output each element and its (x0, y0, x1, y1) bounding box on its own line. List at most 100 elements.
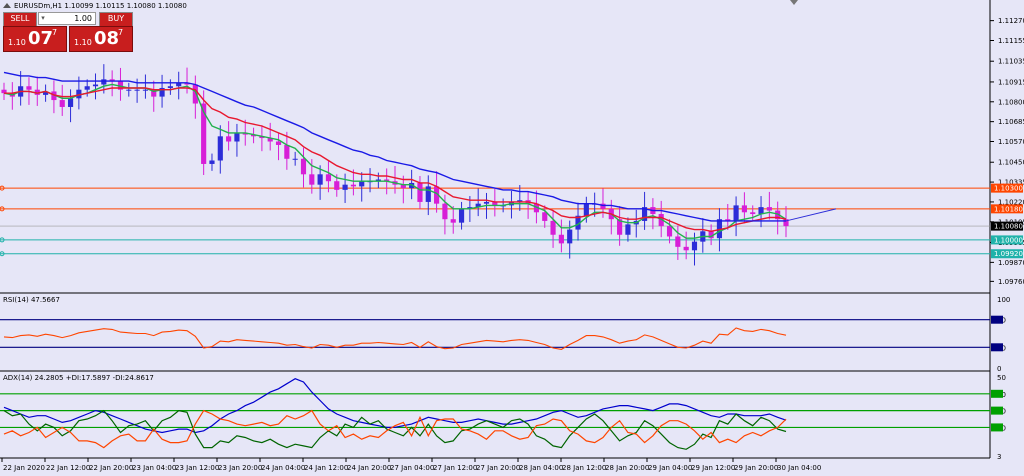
candle-body[interactable] (417, 182, 423, 202)
candle-body[interactable] (292, 158, 298, 160)
candle-body[interactable] (126, 89, 132, 91)
shift-marker-icon[interactable] (790, 0, 798, 5)
level-anchor-icon[interactable] (0, 185, 5, 191)
candle-body[interactable] (600, 203, 606, 209)
candle-body[interactable] (192, 84, 198, 104)
candle-body[interactable] (733, 205, 739, 221)
candle-body[interactable] (342, 184, 348, 190)
buy-price-box[interactable]: 1.10 08 7 (69, 26, 133, 52)
candle-body[interactable] (617, 219, 623, 235)
candle-body[interactable] (442, 203, 448, 220)
adx-minus-di-line[interactable] (3, 409, 787, 449)
candle-body[interactable] (1, 89, 7, 94)
candle-body[interactable] (783, 219, 789, 227)
candle-body[interactable] (775, 210, 781, 220)
candle-body[interactable] (275, 141, 282, 145)
candle-body[interactable] (766, 207, 772, 211)
candle-body[interactable] (458, 208, 465, 223)
candle-body[interactable] (134, 89, 140, 91)
candle-body[interactable] (675, 236, 681, 247)
lot-size-input[interactable] (38, 12, 96, 25)
candle-body[interactable] (267, 138, 273, 142)
level-anchor-icon[interactable] (0, 206, 5, 212)
candle-body[interactable] (558, 234, 564, 244)
candle-body[interactable] (475, 203, 481, 208)
candle-body[interactable] (708, 231, 714, 239)
candle-body[interactable] (167, 86, 173, 88)
candle-body[interactable] (101, 79, 107, 85)
candle-body[interactable] (533, 203, 540, 213)
candle-body[interactable] (575, 215, 581, 230)
candle-body[interactable] (334, 181, 340, 190)
candle-body[interactable] (741, 205, 747, 213)
candle-body[interactable] (716, 219, 723, 239)
adx-plus-di-line[interactable] (3, 409, 787, 450)
lot-dropdown-icon[interactable]: ▾ (41, 14, 45, 22)
sell-price-box[interactable]: 1.10 07 7 (3, 26, 67, 52)
collapse-arrow-icon[interactable] (3, 3, 11, 8)
candle-body[interactable] (434, 186, 440, 204)
candle-body[interactable] (467, 207, 473, 209)
candle-body[interactable] (758, 207, 764, 215)
candle-body[interactable] (117, 81, 124, 90)
candle-body[interactable] (209, 160, 215, 164)
candle-body[interactable] (425, 186, 431, 202)
candle-body[interactable] (250, 134, 257, 137)
candle-body[interactable] (51, 91, 57, 101)
candle-body[interactable] (567, 229, 573, 244)
candle-body[interactable] (375, 179, 381, 182)
moving-average-slow[interactable] (3, 71, 786, 222)
candle-body[interactable] (517, 200, 523, 202)
candle-body[interactable] (234, 132, 240, 142)
trend-projection-line[interactable] (785, 208, 837, 222)
level-anchor-icon[interactable] (0, 237, 5, 243)
candle-body[interactable] (284, 144, 290, 159)
candle-body[interactable] (483, 201, 490, 204)
candle-body[interactable] (384, 179, 390, 182)
candle-body[interactable] (450, 219, 456, 223)
candle-body[interactable] (666, 226, 673, 237)
candle-body[interactable] (317, 174, 323, 185)
candle-body[interactable] (492, 201, 498, 206)
candle-body[interactable] (750, 212, 756, 215)
candle-body[interactable] (641, 207, 648, 221)
candle-body[interactable] (550, 220, 556, 235)
candle-body[interactable] (201, 103, 207, 164)
buy-button[interactable]: BUY (99, 12, 133, 27)
candle-body[interactable] (184, 82, 190, 85)
candle-body[interactable] (691, 241, 698, 251)
candle-body[interactable] (542, 212, 548, 221)
candle-body[interactable] (34, 89, 40, 95)
candle-body[interactable] (151, 89, 157, 97)
candle-body[interactable] (109, 79, 115, 82)
candle-body[interactable] (67, 98, 74, 107)
candle-body[interactable] (259, 136, 265, 139)
candle-body[interactable] (92, 84, 99, 87)
candle-body[interactable] (359, 181, 365, 187)
candle-body[interactable] (400, 184, 406, 189)
candle-body[interactable] (309, 174, 315, 185)
rsi-line[interactable] (3, 327, 787, 350)
candle-body[interactable] (300, 158, 307, 175)
moving-average-mid[interactable] (4, 87, 787, 233)
candle-body[interactable] (159, 87, 165, 97)
candle-body[interactable] (142, 89, 149, 91)
candle-body[interactable] (26, 86, 32, 90)
candle-body[interactable] (625, 224, 631, 235)
candle-body[interactable] (226, 136, 232, 142)
candle-body[interactable] (725, 219, 731, 221)
candle-body[interactable] (59, 100, 65, 107)
candle-body[interactable] (242, 132, 248, 135)
candle-body[interactable] (658, 214, 664, 227)
candle-body[interactable] (176, 82, 182, 87)
level-anchor-icon[interactable] (0, 251, 5, 257)
candle-body[interactable] (43, 91, 49, 95)
candle-body[interactable] (84, 86, 90, 90)
candle-body[interactable] (217, 136, 223, 161)
candle-body[interactable] (583, 203, 589, 216)
candle-body[interactable] (76, 89, 82, 99)
candle-body[interactable] (683, 246, 689, 251)
candle-body[interactable] (350, 184, 356, 187)
candle-body[interactable] (325, 174, 332, 182)
